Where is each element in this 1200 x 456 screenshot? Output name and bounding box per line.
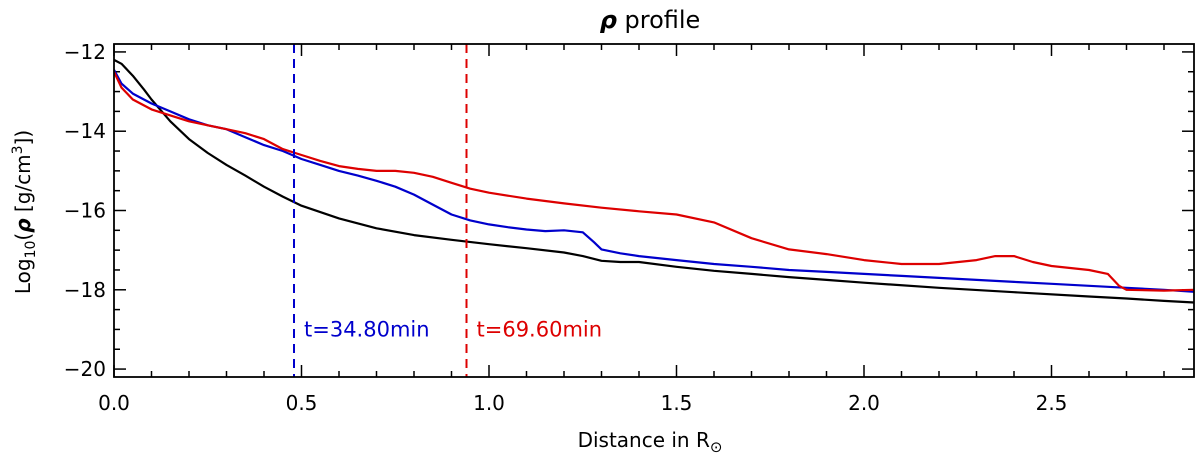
x-tick-label: 0.5	[286, 391, 318, 415]
x-tick-label: 1.0	[473, 391, 505, 415]
x-axis-title-main: Distance in R	[578, 428, 710, 452]
y-tick-label: −12	[64, 40, 106, 64]
x-axis-title-sub: ⊙	[710, 438, 723, 456]
x-axis-title: Distance in R⊙	[578, 428, 723, 456]
plot-area: 0.0 0.5 1.0 1.5 2.0 2.5 −20 −18 −16 −14 −12 t=34.80…	[64, 40, 1195, 415]
x-tick-label: 0.0	[98, 391, 130, 415]
marker-label-1: t=34.80min	[304, 317, 430, 341]
y-axis-title-mid: [g/cm	[11, 154, 35, 218]
y-axis-title-sub: 10	[23, 241, 39, 259]
y-axis-title-open: (	[11, 233, 35, 241]
x-tick-label: 2.5	[1036, 391, 1068, 415]
y-axis-title-log: Log	[11, 258, 35, 294]
plot-frame	[113, 43, 1195, 378]
y-tick-label: −18	[64, 278, 106, 302]
y-tick-label: −14	[64, 119, 106, 143]
y-tick-label: −20	[64, 357, 106, 381]
y-axis-title: Log10(ρ [g/cm3])	[10, 130, 39, 294]
marker-label-2: t=69.60min	[477, 317, 603, 341]
x-tick-label: 1.5	[661, 391, 693, 415]
y-axis-title-rho: ρ	[11, 218, 35, 232]
series-line-3	[114, 71, 1194, 292]
chart-title-rest: profile	[617, 6, 700, 34]
y-axis-title-sup: 3	[10, 145, 26, 154]
chart-title: ρ profile	[600, 6, 701, 34]
y-tick-label: −16	[64, 199, 106, 223]
chart-title-symbol: ρ	[600, 6, 617, 34]
series-line-2	[114, 69, 1194, 293]
y-axis-title-close: ])	[11, 130, 35, 146]
x-tick-label: 2.0	[848, 391, 880, 415]
series-line-1	[114, 58, 1194, 304]
